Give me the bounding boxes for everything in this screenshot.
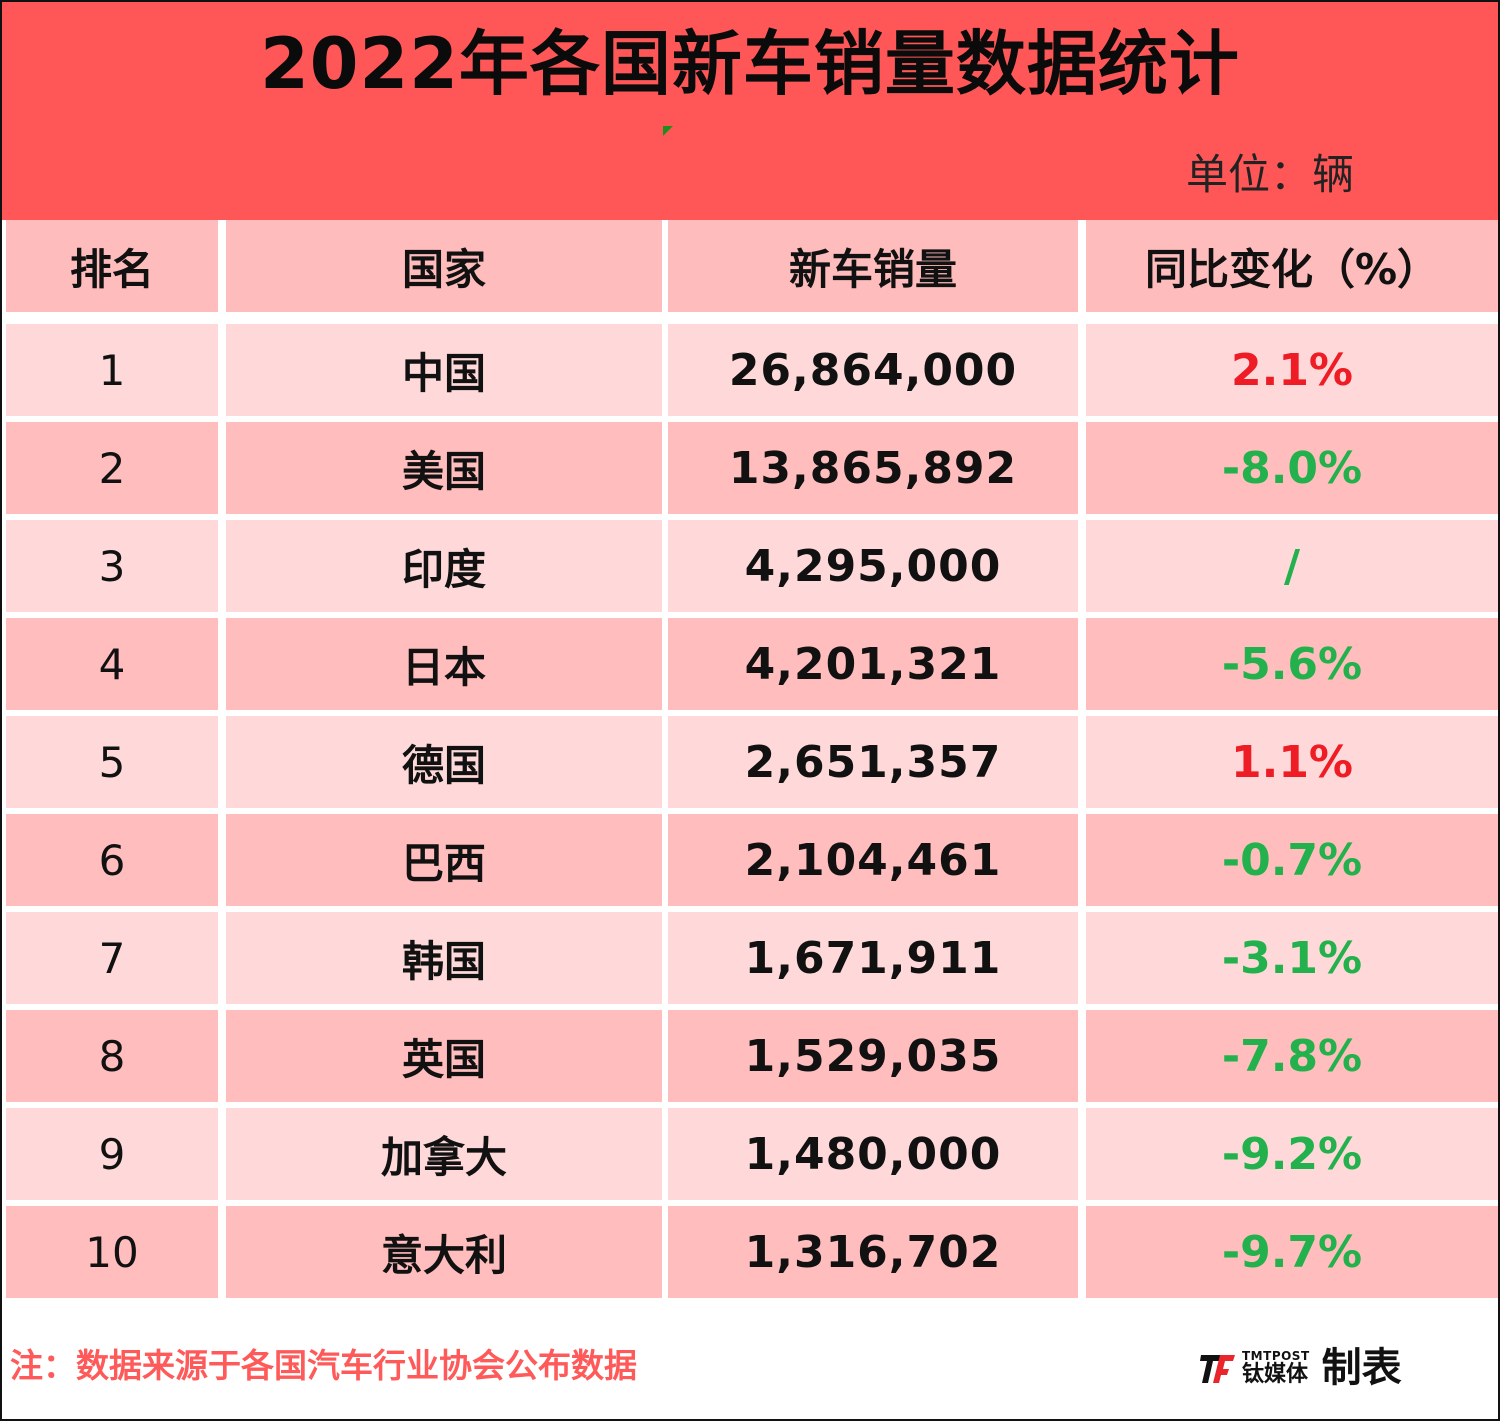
country-cell: 日本 <box>226 618 662 710</box>
rank-cell: 5 <box>6 716 218 808</box>
source-note: 注：数据来源于各国汽车行业协会公布数据 <box>10 1346 637 1385</box>
rank-cell: 8 <box>6 1010 218 1102</box>
made-by-label: 制表 <box>1321 1345 1402 1391</box>
change-cell: -9.2% <box>1086 1108 1498 1200</box>
change-cell: -0.7% <box>1086 814 1498 906</box>
sales-cell: 1,316,702 <box>668 1206 1078 1298</box>
table-row: 9 加拿大 1,480,000 -9.2% <box>2 1108 1498 1206</box>
change-cell: / <box>1086 520 1498 612</box>
country-cell: 英国 <box>226 1010 662 1102</box>
change-cell: -5.6% <box>1086 618 1498 710</box>
rank-cell: 10 <box>6 1206 218 1298</box>
brand-wordmark: TMTPOST 钛媒体 <box>1242 1349 1310 1387</box>
table-row: 5 德国 2,651,357 1.1% <box>2 716 1498 814</box>
title-banner: 2022年各国新车销量数据统计 单位：辆 <box>2 2 1498 220</box>
header-sales: 新车销量 <box>668 220 1078 312</box>
unit-label: 单位：辆 <box>1186 150 1355 199</box>
sales-cell: 2,651,357 <box>668 716 1078 808</box>
sales-cell: 26,864,000 <box>668 324 1078 416</box>
brand-name-en: TMTPOST <box>1242 1349 1310 1363</box>
table-row: 4 日本 4,201,321 -5.6% <box>2 618 1498 716</box>
change-cell: -3.1% <box>1086 912 1498 1004</box>
country-cell: 印度 <box>226 520 662 612</box>
table-row: 2 美国 13,865,892 -8.0% <box>2 422 1498 520</box>
table-row: 1 中国 26,864,000 2.1% <box>2 324 1498 422</box>
rank-cell: 9 <box>6 1108 218 1200</box>
change-cell: -7.8% <box>1086 1010 1498 1102</box>
sales-cell: 4,201,321 <box>668 618 1078 710</box>
table-row: 10 意大利 1,316,702 -9.7% <box>2 1206 1498 1304</box>
table-row: 8 英国 1,529,035 -7.8% <box>2 1010 1498 1108</box>
sales-cell: 2,104,461 <box>668 814 1078 906</box>
sales-cell: 1,671,911 <box>668 912 1078 1004</box>
header-change: 同比变化（%） <box>1086 220 1498 312</box>
header-country: 国家 <box>226 220 662 312</box>
sales-cell: 1,529,035 <box>668 1010 1078 1102</box>
rank-cell: 3 <box>6 520 218 612</box>
country-cell: 德国 <box>226 716 662 808</box>
change-cell: -9.7% <box>1086 1206 1498 1298</box>
change-cell: 2.1% <box>1086 324 1498 416</box>
country-cell: 韩国 <box>226 912 662 1004</box>
table-row: 3 印度 4,295,000/ <box>2 520 1498 618</box>
rank-cell: 2 <box>6 422 218 514</box>
country-cell: 巴西 <box>226 814 662 906</box>
tmtpost-logo-icon <box>1200 1355 1235 1383</box>
country-cell: 加拿大 <box>226 1108 662 1200</box>
sales-cell: 4,295,000 <box>668 520 1078 612</box>
rank-cell: 7 <box>6 912 218 1004</box>
table-row: 6 巴西 2,104,461 -0.7% <box>2 814 1498 912</box>
change-cell: 1.1% <box>1086 716 1498 808</box>
rank-cell: 6 <box>6 814 218 906</box>
table-row: 7 韩国 1,671,911 -3.1% <box>2 912 1498 1010</box>
rank-cell: 4 <box>6 618 218 710</box>
brand-credit: TMTPOST 钛媒体 制表 <box>1198 1340 1402 1396</box>
country-cell: 美国 <box>226 422 662 514</box>
sales-cell: 1,480,000 <box>668 1108 1078 1200</box>
country-cell: 意大利 <box>226 1206 662 1298</box>
sales-cell: 13,865,892 <box>668 422 1078 514</box>
brand-name-cn: 钛媒体 <box>1242 1362 1309 1387</box>
page-title: 2022年各国新车销量数据统计 <box>260 23 1240 105</box>
cell-marker-icon <box>663 126 673 136</box>
change-cell: -8.0% <box>1086 422 1498 514</box>
country-cell: 中国 <box>226 324 662 416</box>
header-rank: 排名 <box>6 220 218 312</box>
rank-cell: 1 <box>6 324 218 416</box>
table-header-row: 排名 国家 新车销量 同比变化（%） <box>2 220 1498 318</box>
